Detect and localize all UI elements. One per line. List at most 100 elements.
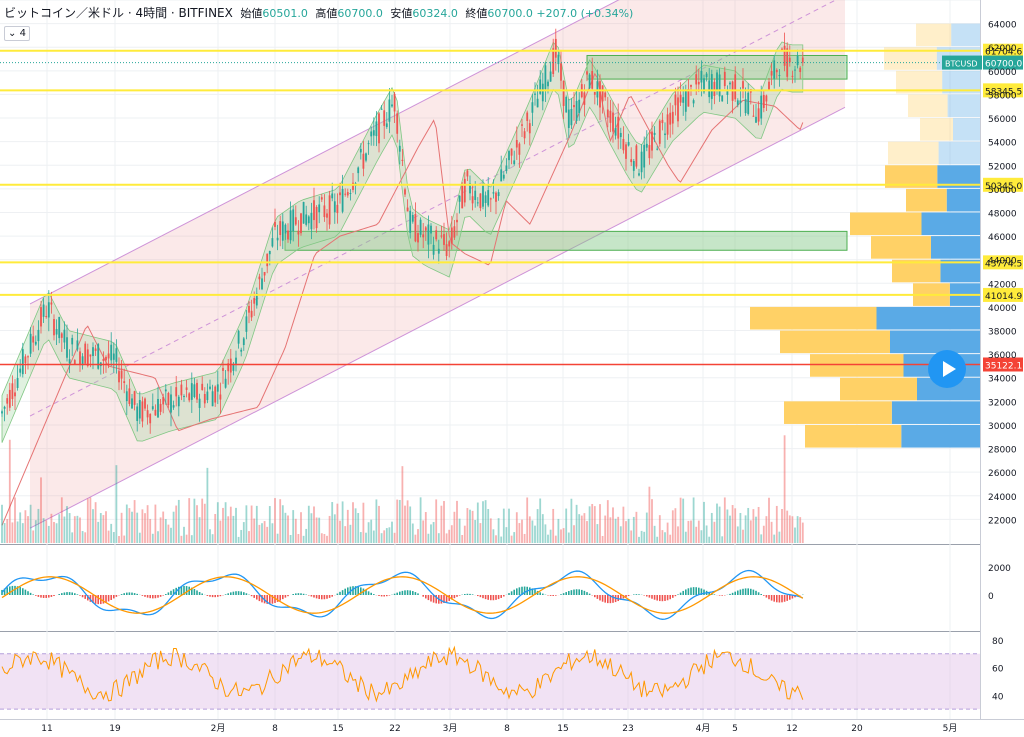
macd-histogram-bar	[599, 595, 601, 601]
candle-body	[544, 65, 547, 90]
macd-histogram-bar	[752, 589, 755, 595]
volume-bar	[531, 520, 534, 543]
volume-bar	[276, 533, 279, 543]
candle-body	[687, 89, 690, 107]
volume-bar	[742, 529, 744, 543]
candle-body	[8, 389, 11, 408]
macd-histogram-bar	[659, 595, 661, 602]
macd-histogram-bar	[81, 595, 84, 598]
candle-body	[175, 387, 178, 397]
macd-histogram-bar	[765, 595, 768, 598]
candle-body	[375, 121, 378, 137]
volume-bar	[383, 530, 386, 543]
candle-body	[406, 207, 409, 212]
volume-bar	[190, 535, 193, 543]
volume-bar	[53, 521, 55, 543]
volume-bar	[248, 531, 250, 543]
volume-bar	[206, 467, 209, 543]
vp-bar-up	[891, 401, 980, 424]
macd-histogram-bar	[588, 593, 591, 595]
candle-body	[622, 138, 625, 151]
volume-bar	[669, 534, 672, 543]
candle-body	[471, 196, 474, 204]
time-tick-label: 19	[109, 724, 121, 734]
candle-body	[216, 384, 219, 392]
candle-body	[427, 224, 430, 245]
macd-histogram-bar	[217, 595, 219, 597]
price-axis: 22000 24000 26000 28000 30000 32000 34000 36000…	[988, 21, 1017, 527]
candle-body	[333, 201, 336, 213]
candle-body	[336, 204, 339, 214]
macd-histogram-bar	[295, 593, 297, 595]
vp-bar-up	[890, 330, 980, 354]
candle-body	[716, 72, 718, 91]
volume-bar	[365, 532, 367, 543]
macd-histogram-bar	[612, 595, 614, 603]
candle-body	[55, 329, 58, 335]
volume-bar	[796, 516, 799, 543]
volume-bar	[523, 533, 526, 543]
candle-body	[66, 337, 68, 358]
candle-body	[710, 74, 713, 99]
volume-bar	[502, 508, 505, 543]
volume-bar	[411, 523, 414, 543]
symbol-label: ビットコイン／米ドル · 4時間 · BITFINEX	[4, 6, 233, 20]
macd-histogram-bar	[3, 588, 6, 595]
candle-body	[729, 82, 731, 85]
macd-histogram-bar	[435, 595, 437, 604]
candle-body	[94, 348, 97, 351]
volume-bar	[73, 516, 76, 543]
macd-histogram-bar	[326, 595, 328, 599]
candle-body	[461, 183, 464, 209]
macd-histogram-bar	[128, 592, 131, 595]
volume-bar	[497, 518, 500, 543]
vp-bar-down	[871, 236, 931, 259]
macd-histogram-bar	[396, 592, 398, 595]
macd-histogram-bar	[302, 593, 305, 595]
candle-body	[224, 378, 227, 388]
candle-body	[185, 387, 188, 390]
candle-body	[726, 89, 729, 95]
volume-bar	[705, 525, 708, 543]
macd-histogram-bar	[159, 595, 162, 597]
volume-bar	[565, 508, 568, 543]
play-button[interactable]	[928, 350, 966, 388]
volume-bar	[302, 535, 305, 543]
volume-bar	[305, 528, 308, 543]
volume-bar	[16, 521, 19, 543]
macd-histogram-bar	[297, 593, 300, 595]
volume-bar	[651, 499, 653, 543]
macd-histogram-bar	[256, 595, 258, 600]
volume-bar	[193, 498, 196, 543]
volume-bar	[612, 507, 614, 543]
volume-bar	[313, 506, 315, 543]
volume-bar	[684, 531, 687, 543]
volume-bar	[105, 511, 107, 543]
macd-histogram-bar	[243, 592, 245, 595]
volume-bar	[799, 517, 802, 543]
candle-body	[586, 71, 588, 75]
indicator-count-toggle[interactable]: ⌄ 4	[4, 26, 30, 41]
candle-body	[206, 391, 209, 401]
candle-body	[123, 381, 126, 383]
macd-histogram-bar	[219, 595, 222, 597]
macd-histogram-bar	[63, 592, 66, 595]
candle-body	[237, 330, 240, 344]
vp-bar-up	[946, 188, 980, 212]
candles	[1, 28, 804, 434]
candle-body	[19, 368, 22, 373]
volume-bar	[125, 504, 128, 543]
channel-fill	[30, 0, 845, 529]
candle-body	[443, 234, 445, 245]
candle-body	[781, 48, 783, 51]
macd-histogram-bar	[40, 595, 42, 598]
macd-histogram-bar	[417, 593, 419, 595]
macd-histogram-bar	[341, 590, 344, 595]
macd-histogram-bar	[414, 592, 417, 595]
open-value: 60501.0	[262, 7, 308, 20]
candle-body	[279, 221, 282, 236]
volume-bar	[37, 508, 40, 543]
time-tick-label: 15	[332, 724, 343, 734]
volume-bar	[515, 512, 518, 543]
